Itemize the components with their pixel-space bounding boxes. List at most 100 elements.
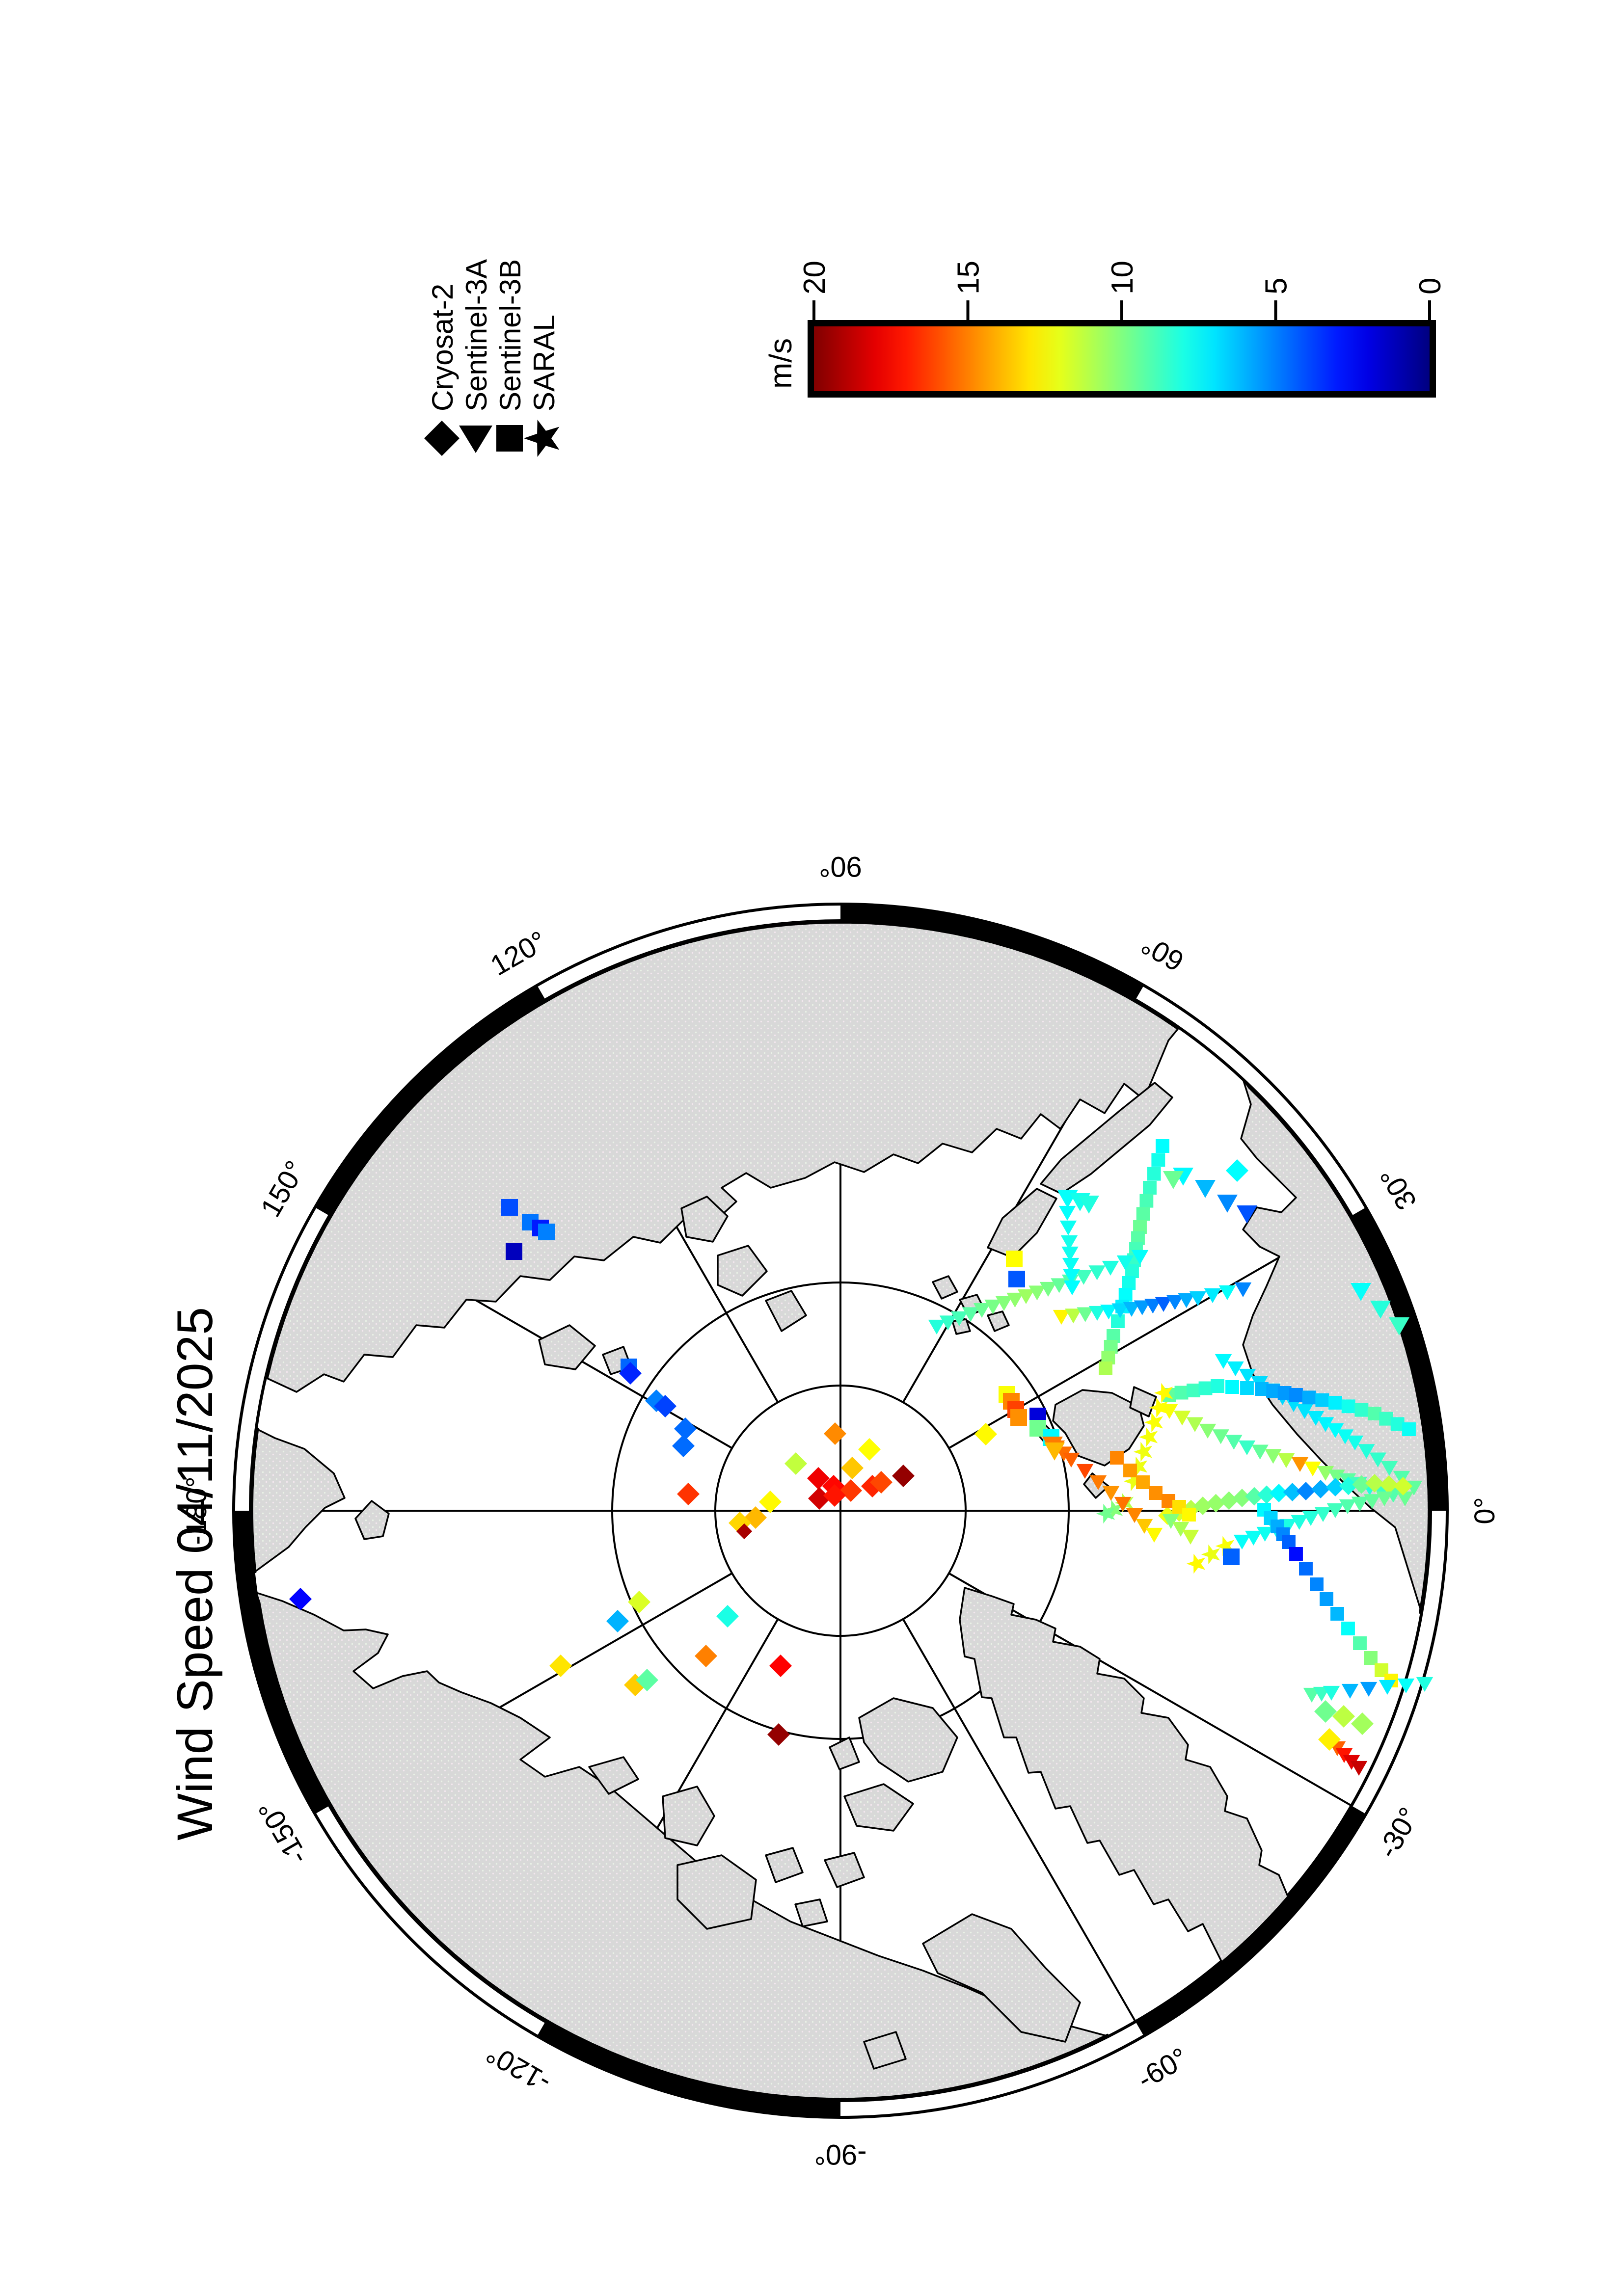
data-marker-triangle	[1075, 1270, 1092, 1285]
data-marker-triangle	[1163, 1171, 1184, 1189]
data-marker-square	[1187, 1384, 1200, 1397]
data-marker-triangle	[1317, 1417, 1334, 1432]
data-marker-triangle	[1234, 1282, 1252, 1298]
data-marker-star	[1133, 1442, 1153, 1462]
data-marker-triangle	[1339, 1499, 1356, 1515]
data-marker-diamond	[1311, 1480, 1330, 1498]
longitude-label: 60°	[1136, 928, 1189, 977]
data-marker-triangle	[1225, 1435, 1243, 1450]
data-marker-diamond	[769, 1655, 792, 1677]
data-marker-triangle	[1044, 1442, 1065, 1461]
data-marker-triangle	[1123, 1302, 1140, 1317]
longitude-label: 0°	[1469, 1497, 1501, 1524]
legend-label: Cryosat-2	[426, 284, 459, 411]
data-marker-triangle	[1058, 1205, 1076, 1221]
land-sevz2	[717, 1245, 768, 1297]
data-marker-diamond	[677, 1483, 700, 1505]
data-marker-triangle	[995, 1296, 1013, 1311]
data-marker-diamond	[636, 1669, 658, 1691]
data-marker-square	[1402, 1422, 1416, 1436]
data-marker-diamond	[619, 1362, 642, 1385]
land-wrangel	[354, 1500, 390, 1540]
diamond-icon	[424, 421, 460, 456]
track-sentinel-3b	[1110, 1451, 1196, 1522]
land-somerset	[824, 1852, 865, 1888]
data-marker-diamond	[672, 1435, 695, 1457]
page-title: Wind Speed 04/11/2025	[167, 1307, 223, 1841]
land-fjl3	[987, 1310, 1010, 1332]
data-marker-diamond	[674, 1417, 697, 1440]
data-marker-triangle	[1237, 1205, 1257, 1224]
data-marker-triangle	[1238, 1440, 1256, 1456]
data-marker-square	[1151, 1153, 1165, 1167]
data-marker-diamond	[1270, 1484, 1288, 1502]
legend-item-saral: SARAL	[524, 315, 561, 457]
data-marker-square	[501, 1199, 518, 1216]
data-marker-star	[1138, 1427, 1158, 1447]
colorbar-tick-label: 5	[1260, 278, 1294, 294]
data-marker-triangle	[1212, 1429, 1229, 1444]
data-marker-square	[1330, 1607, 1344, 1621]
data-marker-diamond	[1206, 1494, 1225, 1513]
data-marker-triangle	[1351, 1496, 1369, 1512]
colorbar-tick-label: 0	[1413, 278, 1447, 294]
data-marker-triangle	[1314, 1507, 1332, 1522]
data-marker-diamond	[1297, 1482, 1315, 1500]
data-marker-triangle	[1182, 1529, 1199, 1545]
data-marker-diamond	[1339, 1476, 1358, 1495]
triangle-icon	[459, 426, 492, 453]
data-marker-triangle	[1145, 1527, 1163, 1543]
colorbar: 20 15 10 5 0 m/s	[763, 261, 1447, 398]
data-marker-star	[1215, 1536, 1235, 1556]
data-marker-star	[1128, 1456, 1148, 1477]
track-sentinel-3a	[1162, 1514, 1199, 1545]
data-marker-triangle	[1363, 1494, 1381, 1509]
land-ellesmere	[858, 1697, 958, 1783]
longitude-label: -30°	[1372, 1802, 1426, 1864]
colorbar-tick-label: 10	[1106, 261, 1139, 294]
data-marker-triangle	[1111, 1303, 1129, 1318]
data-marker-triangle	[1134, 1300, 1151, 1315]
data-marker-triangle	[1065, 1308, 1082, 1324]
data-marker-square	[1122, 1276, 1136, 1290]
colorbar-unit-label: m/s	[763, 338, 798, 389]
data-marker-triangle	[1350, 1761, 1368, 1776]
data-marker-triangle	[1028, 1285, 1046, 1301]
data-marker-star	[1186, 1553, 1206, 1574]
colorbar-tick-label: 20	[798, 261, 832, 294]
data-marker-square	[1149, 1486, 1163, 1500]
data-marker-diamond	[1314, 1700, 1337, 1723]
data-marker-triangle	[1265, 1449, 1282, 1464]
data-marker-star	[1201, 1544, 1220, 1565]
data-marker-triangle	[1039, 1281, 1057, 1297]
data-marker-triangle	[1215, 1354, 1232, 1369]
data-marker-square	[1174, 1386, 1189, 1400]
data-marker-square	[1131, 1231, 1145, 1245]
ring-black-segment	[315, 985, 545, 1216]
land-sevz3	[765, 1290, 807, 1332]
data-marker-diamond	[784, 1452, 807, 1475]
data-marker-triangle	[1245, 1530, 1262, 1546]
track-sentinel-3b	[1257, 1503, 1398, 1687]
data-marker-triangle	[1369, 1452, 1386, 1468]
longitude-label: -150°	[252, 1795, 314, 1870]
data-marker-diamond	[1318, 1728, 1341, 1751]
data-marker-diamond	[759, 1491, 782, 1513]
data-marker-triangle	[928, 1319, 946, 1335]
data-marker-triangle	[1195, 1180, 1216, 1198]
data-marker-triangle	[1051, 1278, 1068, 1293]
data-marker-diamond	[1352, 1475, 1371, 1494]
longitude-label: 150°	[254, 1155, 311, 1222]
data-marker-triangle	[1062, 1452, 1080, 1468]
track-sentinel-3a	[1233, 1491, 1393, 1550]
track-sentinel-3a	[1053, 1282, 1252, 1325]
data-marker-square	[1289, 1388, 1303, 1402]
data-marker-triangle	[1102, 1260, 1119, 1276]
data-marker-triangle	[1204, 1288, 1221, 1304]
data-marker-triangle	[939, 1315, 957, 1331]
data-marker-diamond	[807, 1467, 830, 1490]
longitude-label: 30°	[1374, 1162, 1423, 1215]
legend: Cryosat-2 Sentinel-3A Sentinel-3B SARAL	[424, 259, 561, 457]
data-marker-triangle	[973, 1303, 991, 1318]
data-marker-square	[1315, 1393, 1329, 1407]
